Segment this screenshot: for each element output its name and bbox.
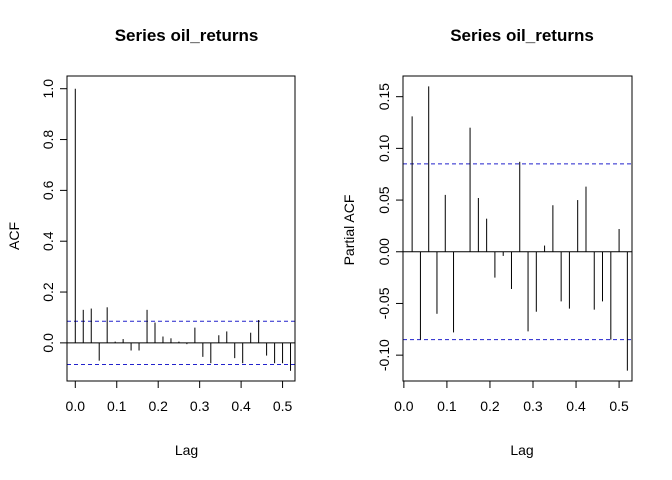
acf-ytick-label: 1.0	[40, 79, 56, 99]
pacf-xtick-label: 0.3	[523, 398, 543, 414]
pacf-xtick-label: 0.0	[394, 398, 414, 414]
acf-xtick-label: 0.2	[148, 398, 168, 414]
pacf-marks: 0.0 0.1 0.2 0.3 0.4 0.5 -0.10 -0.05 0.00 0.05 0.10…	[376, 83, 632, 414]
acf-xtick-label: 0.5	[273, 398, 293, 414]
pacf-ytick-label: -0.10	[376, 339, 392, 371]
pacf-ytick-label: 0.15	[376, 83, 392, 110]
acf-panel: Series oil_returns Lag ACF 0.0 0.1 0.2 0.3 0…	[6, 26, 296, 458]
pacf-xtick-label: 0.5	[609, 398, 629, 414]
pacf-ytick-label: 0.00	[376, 238, 392, 265]
acf-xtick-label: 0.1	[107, 398, 127, 414]
acf-ytick-label: 0.0	[40, 333, 56, 353]
pacf-xtick-label: 0.2	[480, 398, 500, 414]
acf-ytick-label: 0.2	[40, 282, 56, 302]
acf-xtick-label: 0.3	[190, 398, 210, 414]
acf-xlabel: Lag	[175, 442, 198, 458]
pacf-xtick-label: 0.4	[566, 398, 586, 414]
pacf-title: Series oil_returns	[450, 26, 594, 45]
acf-xtick-label: 0.4	[231, 398, 251, 414]
pacf-ytick-label: 0.10	[376, 135, 392, 162]
pacf-panel: Series oil_returns Lag Partial ACF 0.0 0.…	[341, 26, 633, 458]
acf-ytick-label: 0.6	[40, 180, 56, 200]
pacf-xlabel: Lag	[510, 442, 533, 458]
pacf-ytick-label: -0.05	[376, 287, 392, 319]
pacf-ytick-label: 0.05	[376, 186, 392, 213]
acf-ytick-label: 0.8	[40, 130, 56, 150]
pacf-plot-frame	[402, 75, 633, 382]
acf-marks: 0.0 0.1 0.2 0.3 0.4 0.5 0.0 0.2 0.4 0.6 0.8 1.0	[40, 79, 295, 414]
acf-ytick-label: 0.4	[40, 231, 56, 251]
acf-title: Series oil_returns	[115, 26, 259, 45]
acf-xtick-label: 0.0	[66, 398, 86, 414]
acf-ylabel: ACF	[6, 222, 22, 250]
pacf-xtick-label: 0.1	[437, 398, 457, 414]
pacf-ylabel: Partial ACF	[341, 195, 357, 266]
acf-plot-frame	[66, 75, 296, 382]
